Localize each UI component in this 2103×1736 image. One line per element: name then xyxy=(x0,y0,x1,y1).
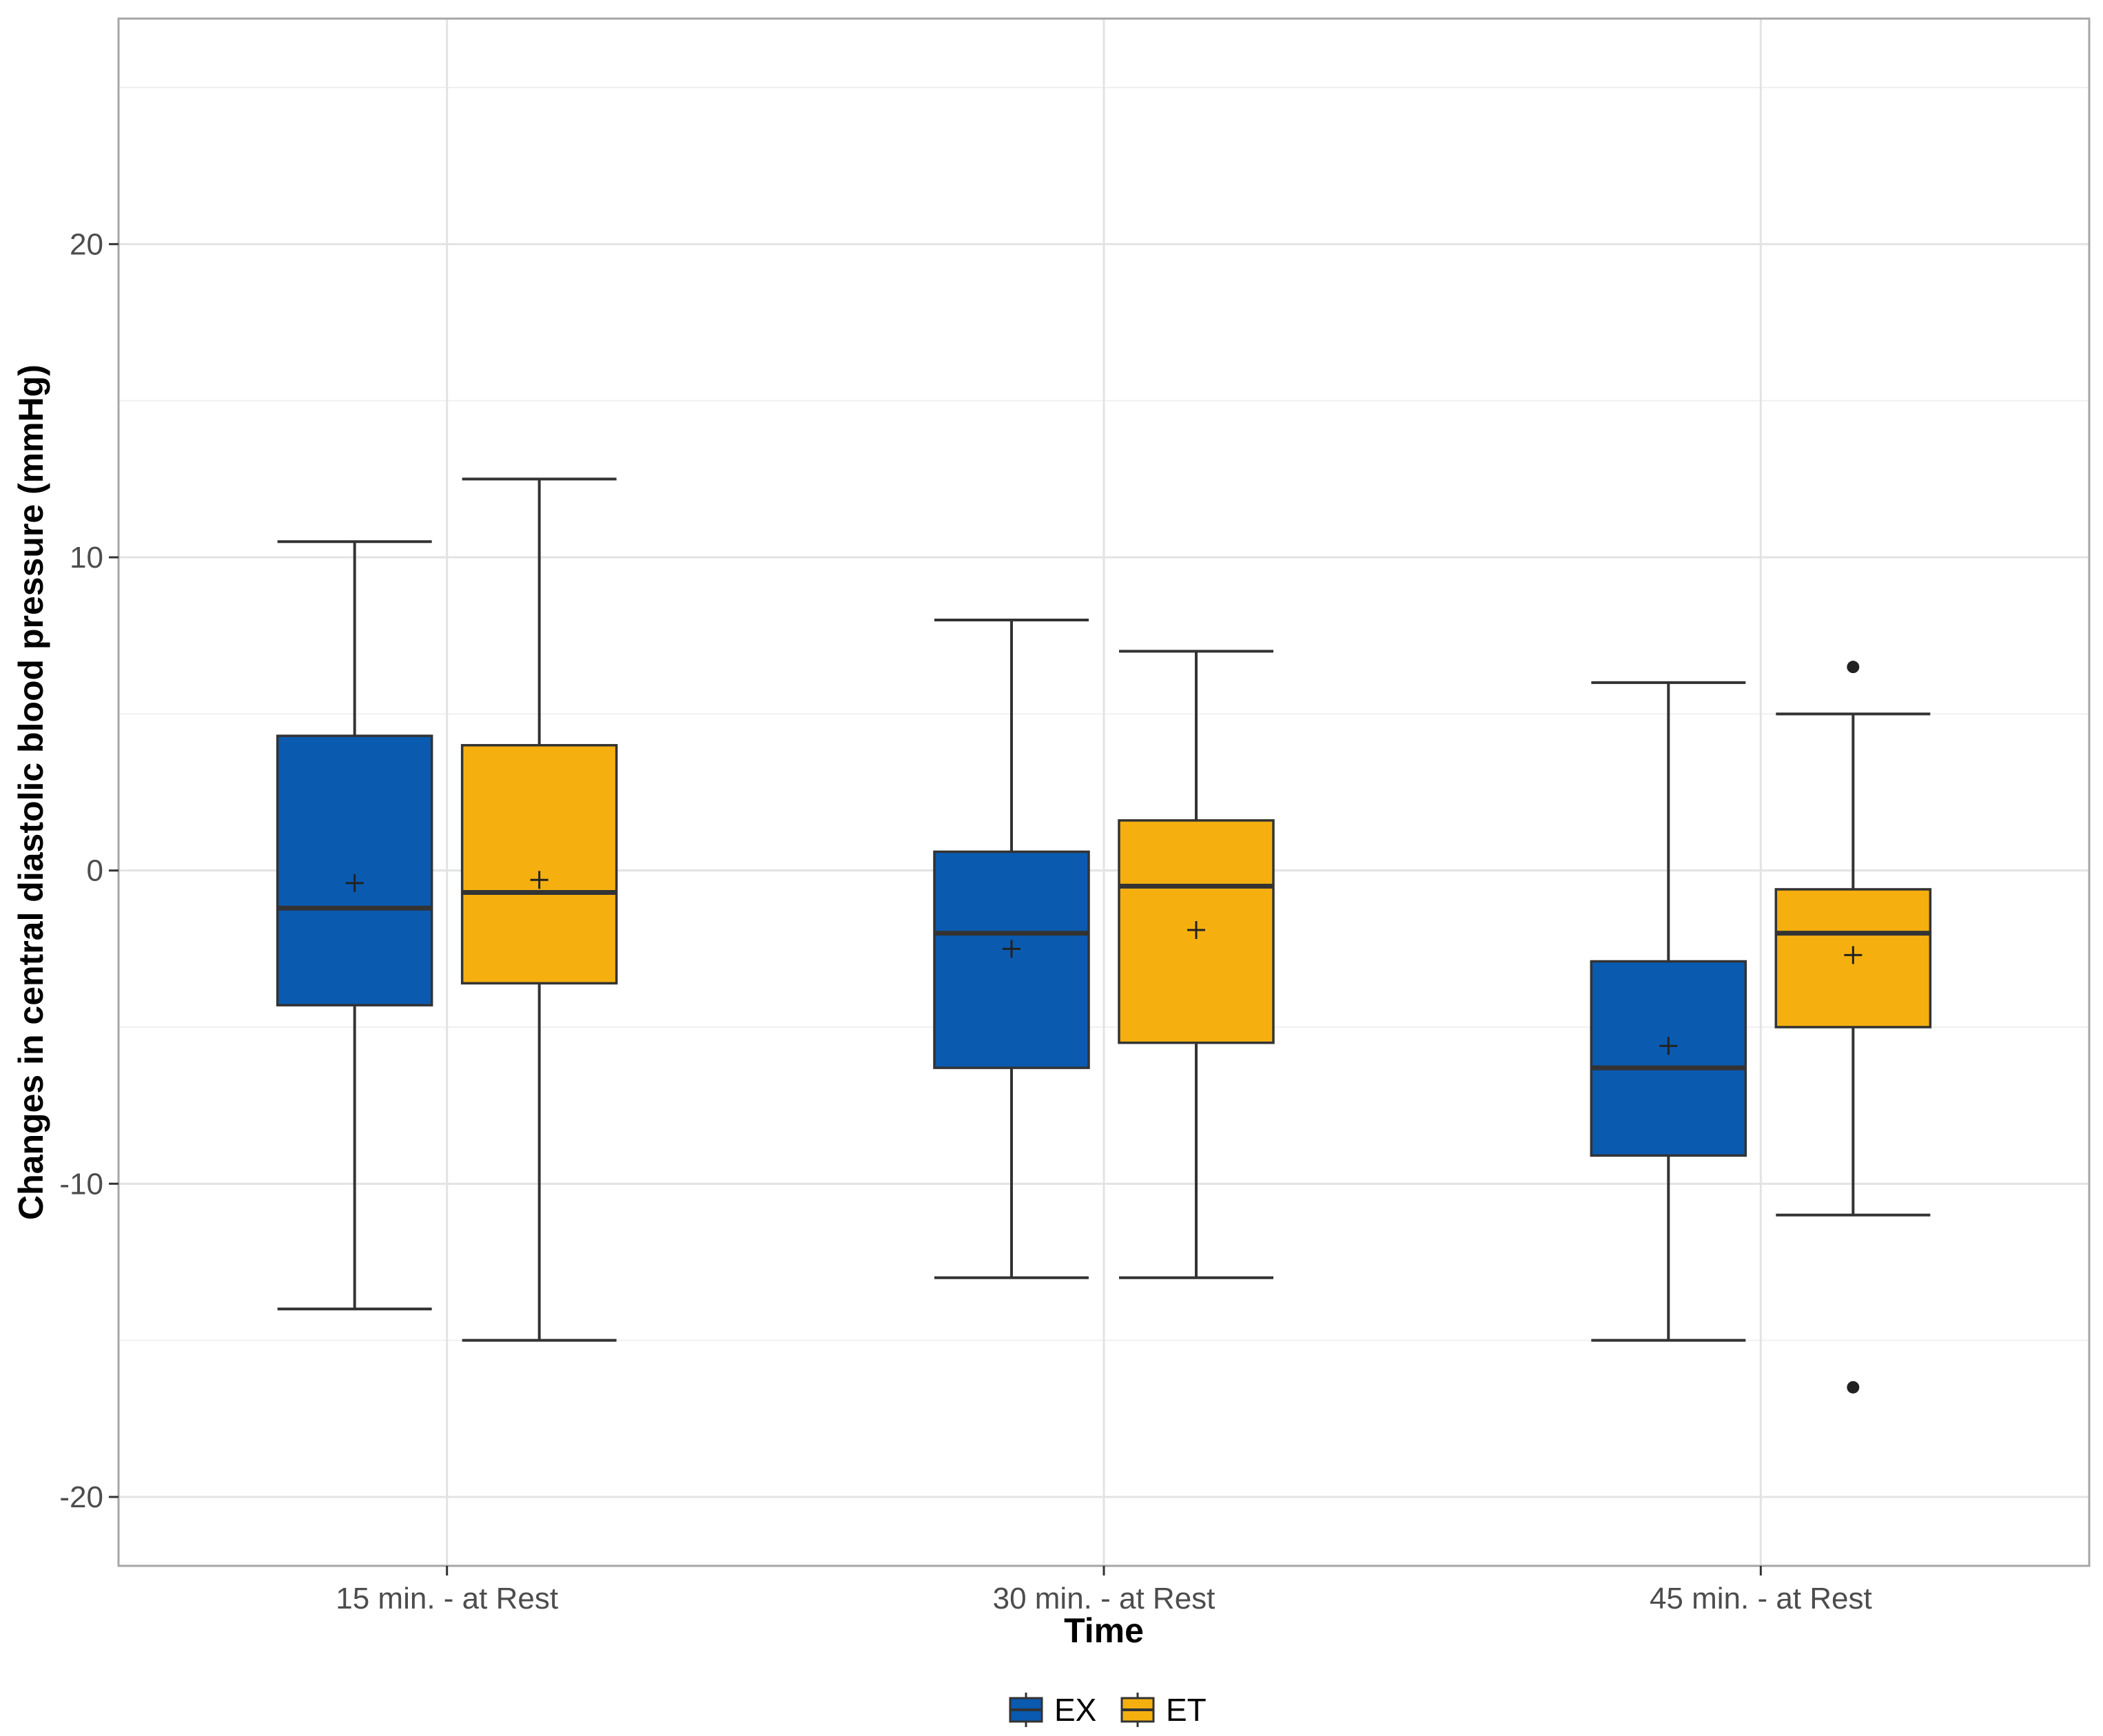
legend-label-et: ET xyxy=(1166,1692,1207,1728)
box-series xyxy=(276,477,1932,1394)
x-axis-title: Time xyxy=(1064,1611,1144,1650)
x-tick-label: 45 min. - at Rest xyxy=(1650,1582,1872,1615)
legend: EX ET xyxy=(1009,1692,1207,1728)
grid-lines xyxy=(119,19,2089,1566)
box-ex-3 xyxy=(1590,681,1747,1342)
box-et-2 xyxy=(1118,650,1275,1279)
y-tick-label: 0 xyxy=(87,854,103,888)
box-iqr xyxy=(933,850,1090,1069)
x-axis: 15 min. - at Rest 30 min. - at Rest 45 min… xyxy=(336,1566,1872,1615)
y-tick-label: -20 xyxy=(59,1480,103,1514)
x-tick-label: 15 min. - at Rest xyxy=(336,1582,558,1615)
box-iqr xyxy=(276,734,433,1006)
y-tick-label: 20 xyxy=(70,227,103,261)
box-ex-2 xyxy=(933,618,1090,1279)
y-tick-label: 10 xyxy=(70,541,103,575)
box-et-1 xyxy=(460,477,618,1342)
y-tick-label: -10 xyxy=(59,1167,103,1201)
legend-item-et: ET xyxy=(1120,1692,1207,1728)
legend-label-ex: EX xyxy=(1054,1692,1096,1728)
outlier-point xyxy=(1847,1381,1860,1394)
box-et-3 xyxy=(1774,661,1932,1394)
box-ex-1 xyxy=(276,540,433,1311)
y-axis-title: Changes in central diastolic blood press… xyxy=(12,364,50,1220)
x-tick-label: 30 min. - at Rest xyxy=(993,1582,1215,1615)
y-axis: -20 -10 0 10 20 xyxy=(59,227,119,1514)
legend-item-ex: EX xyxy=(1009,1692,1096,1728)
outlier-point xyxy=(1847,661,1860,674)
box-iqr xyxy=(460,744,618,985)
box-iqr xyxy=(1590,960,1747,1157)
